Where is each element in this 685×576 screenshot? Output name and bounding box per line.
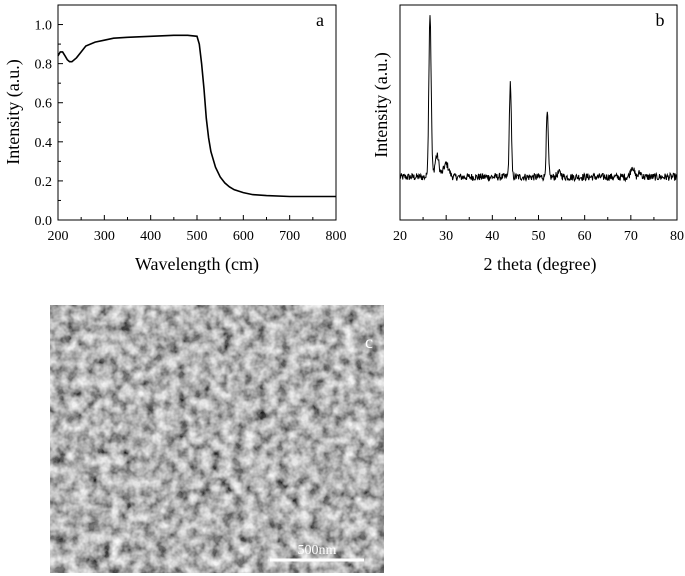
panel-b-x-tick-label: 50: [532, 229, 546, 244]
panel-a-x-tick-label: 200: [48, 229, 69, 244]
panel-a-y-tick-labels: 0.0 0.2 0.4 0.6 0.8 1.0: [35, 19, 53, 229]
panel-a-x-tick-label: 600: [233, 229, 254, 244]
plot-frame-b: [399, 4, 678, 221]
panel-a-x-tick-label: 500: [187, 229, 208, 244]
panel-c-sem-image: c 500nm: [50, 305, 384, 573]
panel-a-y-axis-title: Intensity (a.u.): [3, 59, 24, 164]
panel-b-x-tick-label: 20: [393, 229, 407, 244]
panel-b-ticks: [399, 215, 678, 220]
panel-b-series-line: [399, 15, 678, 183]
panel-b-x-tick-label: 80: [670, 229, 684, 244]
panel-a-x-tick-label: 700: [279, 229, 300, 244]
panel-a-chart: 200 300 400 500 600 700 800 0.0 0.2 0.4 0.6 0.8 1.0…: [3, 4, 347, 275]
panel-a-ticks: [57, 4, 337, 221]
panel-b-x-tick-label: 40: [485, 229, 499, 244]
panel-b-chart: 20 30 40 50 60 70 80 2 theta (degree) Intensit…: [371, 4, 684, 275]
panel-a-x-tick-label: 800: [326, 229, 347, 244]
panel-c-label: c: [365, 332, 373, 352]
panel-b-x-tick-label: 30: [439, 229, 453, 244]
scale-bar-label: 500nm: [298, 543, 337, 558]
panel-a-y-tick-label: 0.2: [35, 175, 53, 190]
panel-a-y-tick-label: 0.8: [35, 58, 53, 73]
panel-a-series-line: [57, 34, 336, 198]
panel-a-x-tick-label: 300: [94, 229, 115, 244]
panel-a-y-tick-label: 0.6: [35, 97, 53, 112]
panel-a-x-tick-label: 400: [140, 229, 161, 244]
panel-a-label: a: [316, 10, 324, 30]
panel-b-x-tick-labels: 20 30 40 50 60 70 80: [393, 229, 684, 244]
panel-b-x-tick-label: 60: [578, 229, 592, 244]
panel-a-y-tick-label: 0.4: [35, 136, 53, 151]
panel-b-x-axis-title: 2 theta (degree): [484, 254, 597, 275]
panel-a-y-tick-label: 0.0: [35, 214, 53, 229]
panel-b-label: b: [656, 10, 665, 30]
panel-b-x-tick-label: 70: [624, 229, 638, 244]
sem-image: [50, 305, 384, 573]
panel-a-y-tick-label: 1.0: [35, 19, 53, 34]
panel-a-x-tick-labels: 200 300 400 500 600 700 800: [48, 229, 347, 244]
panel-b-y-axis-title: Intensity (a.u.): [371, 52, 392, 157]
panel-a-x-axis-title: Wavelength (cm): [135, 254, 259, 275]
